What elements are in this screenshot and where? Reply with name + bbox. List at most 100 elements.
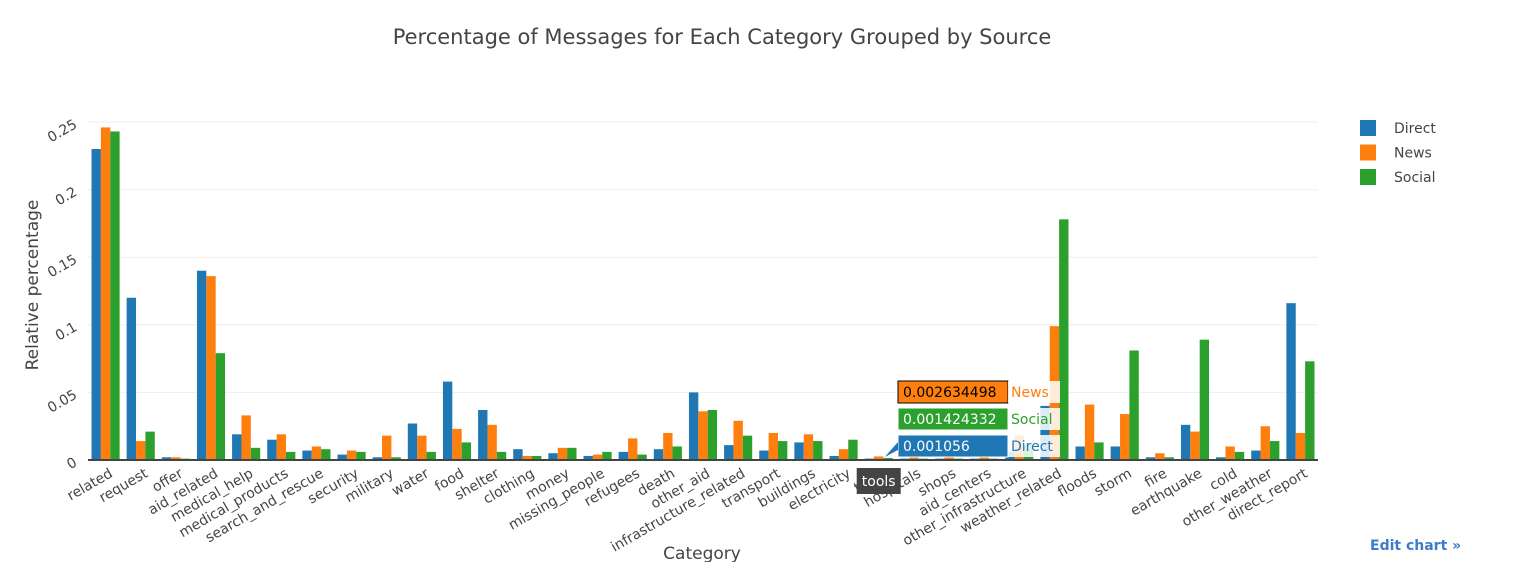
bar-news-search_and_rescue[interactable] (311, 446, 322, 460)
bar-direct-money[interactable] (548, 453, 558, 460)
bar-direct-death[interactable] (653, 449, 664, 460)
bar-social-cold[interactable] (1234, 451, 1245, 460)
bar-social-water[interactable] (426, 451, 436, 460)
bar-news-storm[interactable] (1120, 414, 1130, 460)
bar-social-search_and_rescue[interactable] (321, 449, 331, 460)
bar-direct-medical_products[interactable] (267, 439, 277, 460)
bar-news-security[interactable] (346, 450, 357, 460)
bar-news-money[interactable] (557, 447, 568, 460)
bar-news-infrastructure_related[interactable] (733, 420, 743, 460)
bar-social-earthquake[interactable] (1199, 339, 1210, 460)
bar-social-refugees[interactable] (637, 454, 647, 460)
bar-news-transport[interactable] (768, 432, 778, 460)
bar-news-cold[interactable] (1225, 446, 1235, 460)
bar-news-buildings[interactable] (803, 434, 814, 460)
bar-news-other_aid[interactable] (698, 411, 708, 460)
bar-news-aid_related[interactable] (206, 276, 216, 460)
legend-swatch-news[interactable] (1360, 144, 1376, 161)
bar-news-electricity[interactable] (838, 449, 849, 460)
bar-news-request[interactable] (136, 441, 146, 460)
legend-swatch-direct[interactable] (1360, 120, 1376, 136)
bar-direct-medical_help[interactable] (232, 434, 242, 460)
bar-direct-search_and_rescue[interactable] (302, 450, 312, 460)
bar-direct-military[interactable] (372, 457, 383, 460)
bar-social-missing_people[interactable] (602, 451, 612, 460)
bar-social-military[interactable] (391, 457, 401, 460)
bar-news-fire[interactable] (1155, 453, 1165, 460)
legend-label-direct[interactable]: Direct (1394, 121, 1436, 137)
bar-social-money[interactable] (567, 447, 577, 460)
legend-label-social[interactable]: Social (1394, 170, 1436, 186)
bar-direct-offer[interactable] (161, 457, 172, 460)
bar-news-medical_products[interactable] (276, 434, 286, 460)
bar-social-other_weather[interactable] (1269, 441, 1280, 460)
bar-news-hospitals[interactable] (909, 457, 919, 460)
bar-social-aid_related[interactable] (215, 353, 226, 460)
bar-direct-fire[interactable] (1145, 457, 1156, 460)
bar-direct-storm[interactable] (1110, 446, 1121, 460)
bar-direct-other_weather[interactable] (1251, 450, 1261, 460)
legend-swatch-social[interactable] (1360, 169, 1376, 185)
bar-direct-security[interactable] (337, 454, 347, 460)
bar-social-other_aid[interactable] (707, 409, 718, 460)
bar-direct-infrastructure_related[interactable] (724, 445, 734, 460)
bar-social-related[interactable] (110, 131, 120, 461)
bar-social-death[interactable] (672, 446, 682, 460)
bar-direct-missing_people[interactable] (583, 455, 593, 460)
bar-news-death[interactable] (663, 432, 673, 460)
bar-news-military[interactable] (382, 435, 392, 460)
edit-chart-link[interactable]: Edit chart » (1370, 538, 1462, 554)
bar-social-weather_related[interactable] (1059, 219, 1069, 460)
bar-direct-earthquake[interactable] (1180, 424, 1191, 460)
bar-direct-electricity[interactable] (829, 455, 839, 460)
bars[interactable] (91, 127, 1315, 461)
bar-direct-floods[interactable] (1075, 446, 1085, 460)
bar-news-other_weather[interactable] (1260, 426, 1270, 460)
bar-social-electricity[interactable] (848, 439, 858, 460)
bar-social-infrastructure_related[interactable] (742, 435, 753, 460)
bar-direct-water[interactable] (407, 423, 418, 460)
bar-news-aid_centers[interactable] (979, 457, 989, 460)
bar-direct-cold[interactable] (1216, 457, 1226, 460)
bar-news-offer[interactable] (171, 457, 181, 460)
bar-social-medical_help[interactable] (250, 447, 261, 460)
bar-direct-food[interactable] (442, 381, 453, 460)
bar-news-shelter[interactable] (487, 424, 497, 460)
bar-social-shelter[interactable] (496, 451, 507, 460)
bar-social-food[interactable] (461, 442, 472, 460)
bar-direct-refugees[interactable] (618, 451, 629, 460)
bar-social-clothing[interactable] (531, 455, 542, 460)
bar-news-related[interactable] (100, 127, 111, 461)
bar-social-transport[interactable] (777, 441, 788, 460)
bar-social-floods[interactable] (1094, 442, 1104, 460)
bar-news-floods[interactable] (1084, 404, 1095, 460)
legend[interactable]: Direct News Social (1360, 120, 1436, 186)
bar-direct-transport[interactable] (759, 450, 769, 460)
bar-social-storm[interactable] (1129, 350, 1139, 460)
bar-news-refugees[interactable] (628, 438, 638, 460)
bar-direct-aid_related[interactable] (196, 270, 207, 460)
bar-news-missing_people[interactable] (592, 454, 603, 460)
bar-news-shops[interactable] (944, 457, 954, 460)
bar-news-direct_report[interactable] (1295, 432, 1306, 460)
bar-direct-request[interactable] (126, 297, 137, 460)
bar-news-earthquake[interactable] (1190, 431, 1200, 460)
bar-social-request[interactable] (145, 431, 155, 460)
bar-news-clothing[interactable] (522, 455, 532, 460)
bar-direct-clothing[interactable] (513, 449, 523, 460)
bar-social-direct_report[interactable] (1305, 361, 1315, 460)
legend-label-news[interactable]: News (1394, 146, 1432, 162)
bar-social-fire[interactable] (1164, 457, 1174, 460)
bar-direct-weather_related[interactable] (1040, 405, 1050, 460)
bar-news-food[interactable] (452, 428, 462, 460)
bar-news-water[interactable] (417, 435, 427, 460)
bar-direct-direct_report[interactable] (1286, 303, 1296, 460)
bar-news-medical_help[interactable] (241, 415, 251, 460)
bar-direct-buildings[interactable] (794, 442, 804, 460)
bar-news-tools[interactable] (874, 456, 884, 460)
bar-direct-related[interactable] (91, 149, 101, 461)
bar-direct-other_aid[interactable] (688, 392, 699, 460)
bar-social-buildings[interactable] (813, 441, 823, 460)
bar-social-security[interactable] (356, 451, 366, 460)
